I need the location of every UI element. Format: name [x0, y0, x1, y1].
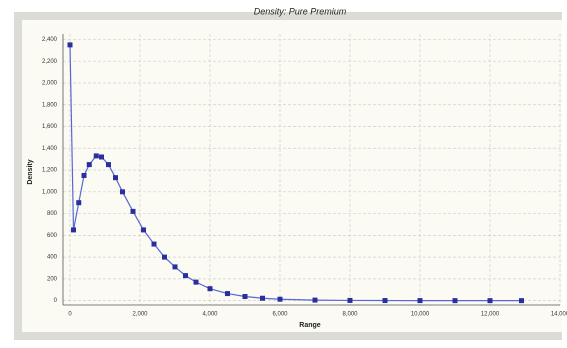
point: [120, 189, 125, 195]
y-tick-label: 1,000: [42, 189, 58, 195]
point: [71, 227, 76, 233]
x-tick-label: 14,000: [551, 312, 567, 318]
y-tick-label: 400: [47, 255, 58, 261]
x-tick-label: 0: [68, 312, 72, 318]
x-tick-label: 8,000: [342, 312, 358, 318]
y-tick-label: 0: [54, 298, 58, 304]
point: [113, 175, 118, 181]
point: [193, 279, 199, 285]
point: [93, 153, 99, 159]
y-tick-label: 600: [47, 233, 58, 239]
x-tick-label: 12,000: [481, 312, 500, 318]
y-tick-label: 800: [47, 211, 58, 217]
y-tick-label: 1,400: [42, 146, 58, 152]
y-tick-label: 2,200: [42, 59, 58, 65]
x-tick-label: 2,000: [132, 312, 148, 318]
point: [347, 297, 353, 303]
point: [452, 298, 458, 304]
point: [487, 298, 493, 304]
y-tick-label: 1,800: [42, 102, 58, 108]
panel: [22, 20, 562, 332]
point: [141, 227, 146, 233]
y-tick-label: 2,400: [42, 37, 58, 43]
point: [225, 291, 230, 297]
point: [162, 254, 167, 260]
point: [130, 208, 136, 214]
point: [67, 42, 73, 48]
point: [81, 172, 87, 178]
point: [382, 298, 388, 304]
x-tick-label: 6,000: [272, 312, 288, 318]
chart-title: Density: Pure Premium: [254, 6, 347, 16]
point: [260, 295, 265, 301]
x-axis-title: Range: [299, 322, 321, 329]
point: [99, 154, 104, 160]
point: [417, 298, 423, 304]
point: [86, 162, 92, 168]
point: [312, 297, 318, 303]
point: [76, 200, 82, 206]
x-tick-label: 10,000: [411, 312, 430, 318]
y-tick-label: 200: [47, 276, 58, 282]
y-tick-label: 2,000: [42, 81, 58, 87]
point: [242, 294, 248, 300]
point: [277, 296, 283, 302]
point: [151, 241, 157, 247]
y-tick-label: 1,600: [42, 124, 58, 130]
point: [106, 162, 111, 168]
point: [172, 264, 178, 270]
point: [207, 286, 213, 292]
y-tick-label: 1,200: [42, 168, 58, 174]
point: [519, 298, 524, 304]
y-axis-title: Density: [27, 159, 34, 184]
x-tick-label: 4,000: [202, 312, 218, 318]
point: [183, 273, 188, 279]
